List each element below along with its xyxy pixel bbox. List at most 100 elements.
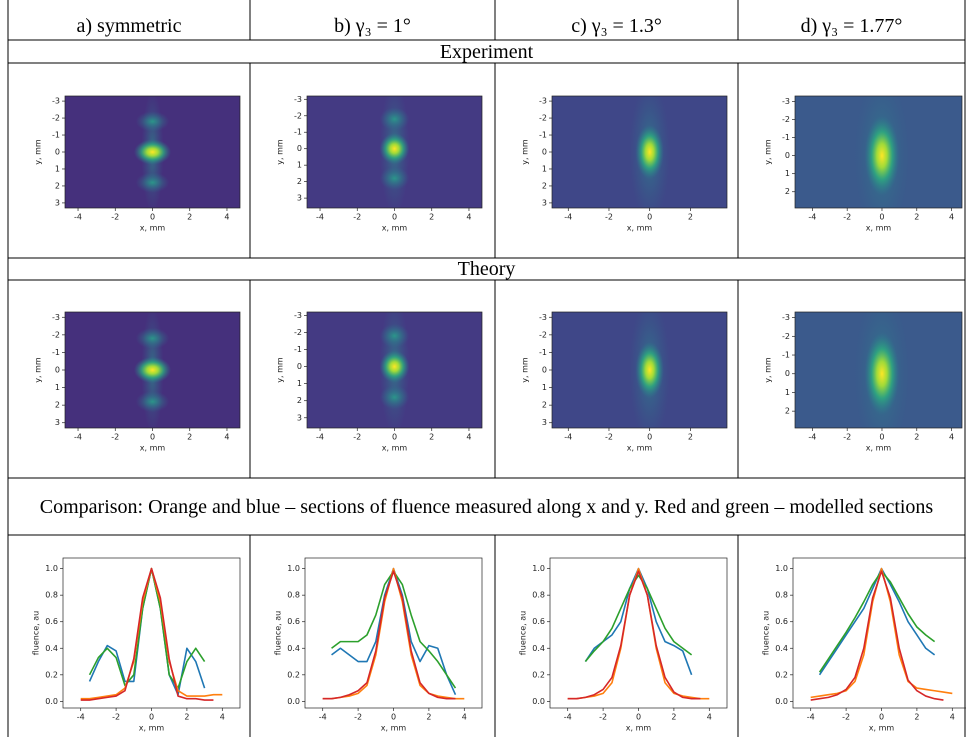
x-tick-label: 2: [184, 713, 189, 722]
fluence-line: [331, 570, 457, 689]
axes-frame: [306, 95, 483, 209]
heatmap-image: [307, 312, 482, 428]
y-tick-label: 1.0: [287, 564, 300, 573]
x-tick-label: 4: [466, 433, 471, 442]
y-tick-label: -1: [294, 128, 302, 137]
y-axis-label: fluence, au: [519, 611, 528, 655]
x-axis-label: x, mm: [866, 444, 892, 453]
x-tick-label: 2: [688, 433, 693, 442]
heatmap-image: [552, 96, 727, 208]
x-tick-label: -4: [316, 213, 324, 222]
x-tick-label: 0: [391, 713, 396, 722]
y-tick-label: 1: [542, 164, 547, 173]
fluence-line: [322, 567, 465, 700]
y-tick-label: -2: [294, 111, 302, 120]
y-axis-label: y, mm: [521, 139, 530, 165]
x-tick-label: -2: [605, 433, 613, 442]
column-header: c) γ₃ = 1.3°: [571, 15, 662, 37]
axes-frame: [794, 95, 963, 209]
x-tick-label: 4: [949, 213, 954, 222]
y-tick-label: 0.0: [45, 697, 58, 706]
x-tick-label: -2: [843, 433, 851, 442]
x-tick-label: 4: [950, 713, 955, 722]
x-tick-label: 2: [429, 213, 434, 222]
y-tick-label: 1.0: [532, 564, 545, 573]
y-axis-label: y, mm: [521, 357, 530, 383]
x-tick-label: 0: [879, 433, 884, 442]
y-axis-label: y, mm: [276, 139, 285, 165]
x-tick-label: 4: [949, 433, 954, 442]
y-tick-label: 3: [297, 413, 302, 422]
beam-core: [133, 356, 172, 384]
x-tick-label: 0: [392, 433, 397, 442]
y-axis-label: y, mm: [34, 139, 43, 165]
y-tick-label: 1.0: [775, 564, 788, 573]
x-tick-label: -2: [111, 433, 119, 442]
y-tick-label: -1: [294, 345, 302, 354]
y-tick-label: 0.0: [532, 697, 545, 706]
y-tick-label: 1: [542, 383, 547, 392]
beam-core: [864, 332, 900, 415]
fluence-line: [567, 570, 701, 700]
x-tick-label: 0: [879, 713, 884, 722]
y-tick-label: -3: [52, 97, 60, 106]
x-tick-label: 0: [647, 213, 652, 222]
y-tick-label: -3: [294, 95, 302, 104]
x-tick-label: 0: [149, 713, 154, 722]
x-axis-label: x, mm: [627, 224, 653, 233]
x-tick-label: -2: [354, 713, 362, 722]
y-axis-label: y, mm: [34, 357, 43, 383]
side-lobe: [379, 323, 410, 348]
x-axis-label: x, mm: [866, 224, 892, 233]
y-tick-label: -2: [539, 330, 547, 339]
y-axis-label: y, mm: [276, 357, 285, 383]
x-tick-label: 2: [429, 433, 434, 442]
y-tick-label: -1: [539, 131, 547, 140]
y-tick-label: -3: [539, 97, 547, 106]
y-tick-label: 0: [542, 148, 547, 157]
axes-frame: [794, 311, 963, 429]
side-lobe: [379, 107, 410, 131]
x-axis-label: x, mm: [869, 724, 895, 733]
axes-frame: [306, 311, 483, 429]
section-header: Theory: [457, 258, 516, 280]
beam-core: [133, 139, 172, 165]
y-tick-label: -3: [782, 313, 790, 322]
y-tick-label: 1: [785, 388, 790, 397]
y-tick-label: 0.4: [45, 644, 58, 653]
beam-core: [379, 133, 410, 165]
x-tick-label: -2: [842, 713, 850, 722]
y-tick-label: 0: [55, 366, 60, 375]
beam-core: [635, 341, 664, 399]
x-tick-label: -2: [843, 213, 851, 222]
x-tick-label: 4: [462, 713, 467, 722]
fluence-line: [331, 567, 457, 696]
y-tick-label: -2: [539, 114, 547, 123]
plot-frame: [304, 557, 483, 709]
x-tick-label: 4: [220, 713, 225, 722]
plot-frame: [62, 557, 241, 709]
y-tick-label: 2: [785, 407, 790, 416]
y-tick-label: 2: [55, 181, 60, 190]
y-tick-label: 1: [297, 379, 302, 388]
x-tick-label: -2: [353, 433, 361, 442]
axes-frame: [551, 95, 728, 209]
x-tick-label: 4: [224, 213, 229, 222]
x-tick-label: 2: [671, 713, 676, 722]
x-axis-label: x, mm: [140, 444, 166, 453]
fluence-line: [80, 567, 214, 701]
y-tick-label: -1: [782, 351, 790, 360]
y-tick-label: 0.6: [45, 617, 58, 626]
y-tick-label: -2: [782, 332, 790, 341]
y-tick-label: 1.0: [45, 564, 58, 573]
y-tick-label: 0.2: [45, 670, 58, 679]
y-tick-label: -1: [782, 133, 790, 142]
x-tick-label: 4: [707, 713, 712, 722]
y-tick-label: 2: [55, 401, 60, 410]
y-tick-label: 0.6: [287, 617, 300, 626]
x-tick-label: 2: [914, 713, 919, 722]
beam-core: [379, 350, 410, 383]
y-tick-label: -2: [52, 330, 60, 339]
section-header: Comparison: Orange and blue – sections o…: [39, 496, 934, 518]
